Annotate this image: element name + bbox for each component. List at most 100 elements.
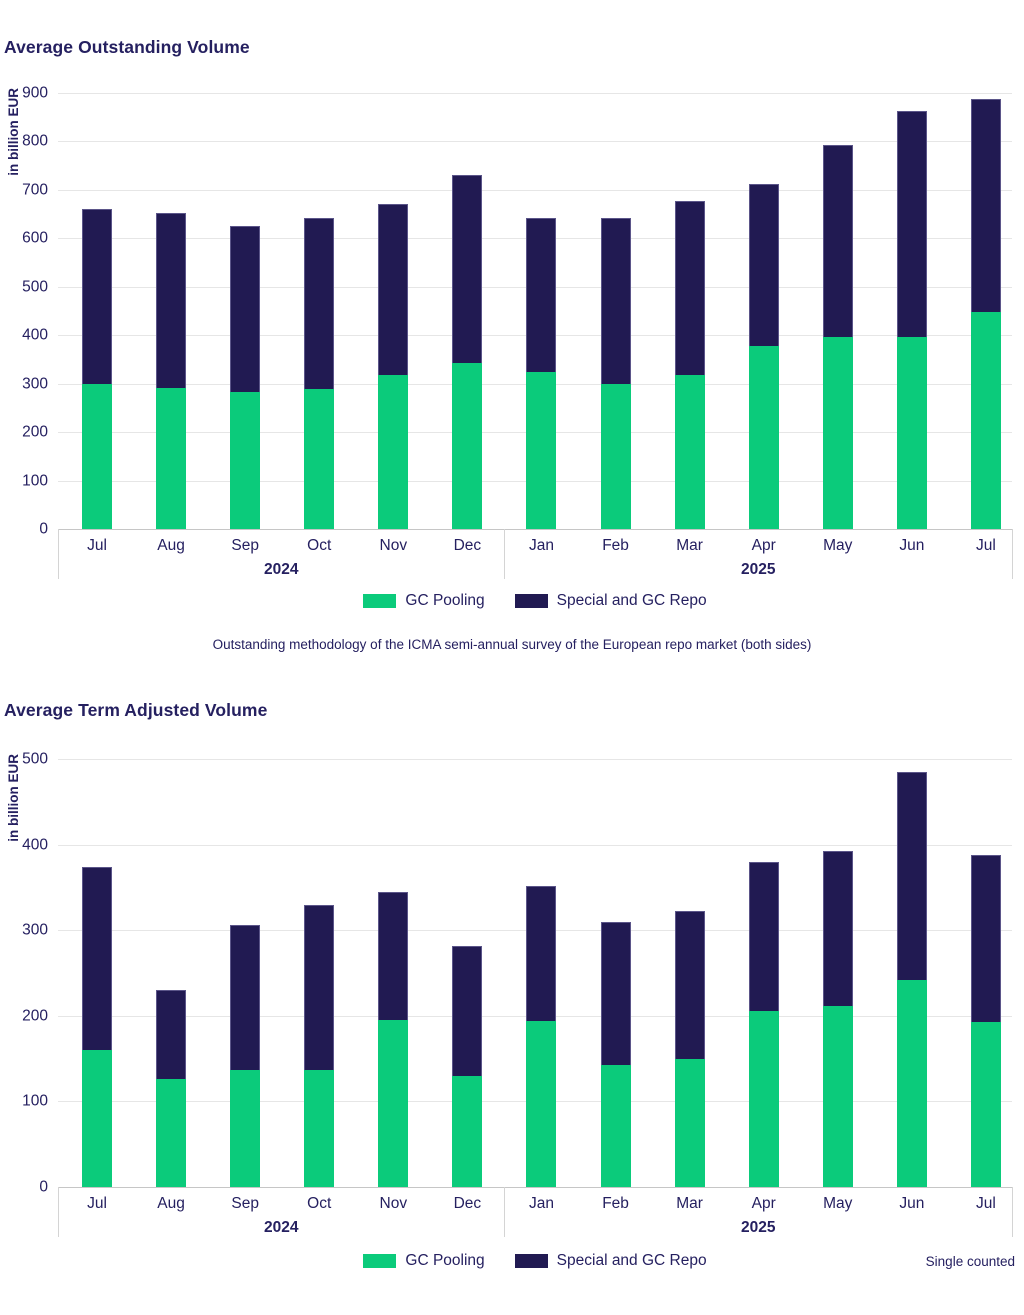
bar-may-10 xyxy=(822,144,853,529)
y-tick-label: 200 xyxy=(22,1007,48,1025)
bar-segment-special-repo xyxy=(526,885,557,1021)
bar-segment-special-repo xyxy=(600,217,631,384)
y-tick-label: 400 xyxy=(22,326,48,344)
y-tick-label: 300 xyxy=(22,374,48,392)
bar-jan-6 xyxy=(526,885,557,1187)
x-tick-label: Jun xyxy=(899,1195,925,1212)
x-tick-label: Apr xyxy=(751,1195,776,1212)
year-label: 2024 xyxy=(263,1219,299,1236)
axis-group-separator xyxy=(1012,1187,1013,1237)
methodology-caption: Outstanding methodology of the ICMA semi… xyxy=(212,637,812,652)
bar-segment-gc-pooling xyxy=(378,1020,409,1187)
year-label: 2024 xyxy=(263,561,299,578)
year-label: 2025 xyxy=(740,1219,776,1236)
y-tick-label: 500 xyxy=(22,278,48,296)
bar-segment-special-repo xyxy=(304,217,335,389)
x-tick-label: Jul xyxy=(87,537,107,554)
y-tick-label: 600 xyxy=(22,229,48,247)
bar-segment-gc-pooling xyxy=(822,1005,853,1187)
bar-segment-special-repo xyxy=(82,866,112,1051)
bar-jul-12 xyxy=(970,854,1001,1187)
bar-segment-special-repo xyxy=(896,771,927,980)
bar-jul-0 xyxy=(82,209,112,529)
bar-apr-9 xyxy=(748,861,779,1187)
bar-feb-7 xyxy=(600,921,631,1187)
legend-label-special-repo: Special and GC Repo xyxy=(556,592,707,609)
y-tick-label: 400 xyxy=(22,835,48,853)
bar-feb-7 xyxy=(600,217,631,529)
bar-may-10 xyxy=(822,851,853,1187)
bar-segment-gc-pooling xyxy=(526,371,557,529)
bar-segment-special-repo xyxy=(156,990,187,1080)
bar-segment-gc-pooling xyxy=(896,337,927,529)
bar-segment-special-repo xyxy=(970,98,1001,312)
legend-label-gc-pooling: GC Pooling xyxy=(405,592,485,609)
legend-item-gc-pooling: GC Pooling xyxy=(363,1252,485,1270)
y-tick-label: 700 xyxy=(22,181,48,199)
y-tick-label: 0 xyxy=(39,1178,48,1196)
y-tick-label: 100 xyxy=(22,471,48,489)
x-tick-label: Oct xyxy=(307,1195,332,1212)
legend-label-gc-pooling: GC Pooling xyxy=(405,1252,485,1269)
x-tick-label: Feb xyxy=(602,537,629,554)
bar-segment-special-repo xyxy=(748,183,779,346)
y-tick-label: 500 xyxy=(22,750,48,768)
x-tick-label: Sep xyxy=(231,537,259,554)
axis-group-separator xyxy=(1012,529,1013,579)
y-axis-label: in billion EUR xyxy=(6,88,21,176)
bar-segment-special-repo xyxy=(230,225,261,393)
axis-group-separator xyxy=(504,1187,506,1237)
y-tick-label: 100 xyxy=(22,1092,48,1110)
x-tick-label: Oct xyxy=(307,537,332,554)
bar-segment-special-repo xyxy=(822,851,853,1006)
axis-group-separator xyxy=(504,529,506,579)
y-tick-label: 800 xyxy=(22,132,48,150)
bar-segment-gc-pooling xyxy=(674,374,705,529)
bar-segment-special-repo xyxy=(896,111,927,338)
x-axis: Jul Aug Sep Oct Nov Dec Jan Feb Mar Apr May Jun Jul 2… xyxy=(58,529,1013,581)
x-tick-label: Nov xyxy=(379,1195,408,1212)
x-tick-label: Dec xyxy=(453,1195,482,1212)
bar-segment-special-repo xyxy=(304,905,335,1070)
bar-segment-special-repo xyxy=(748,861,779,1011)
bar-oct-3 xyxy=(304,217,335,529)
bar-segment-special-repo xyxy=(674,200,705,375)
x-tick-label: Jul xyxy=(976,537,996,554)
x-tick-label: May xyxy=(823,537,853,554)
bar-nov-4 xyxy=(378,204,409,529)
bar-segment-gc-pooling xyxy=(304,1069,335,1187)
x-tick-label: Jan xyxy=(528,537,554,554)
bar-segment-special-repo xyxy=(156,213,187,388)
bar-segment-gc-pooling xyxy=(822,337,853,529)
bar-apr-9 xyxy=(748,183,779,529)
bar-jul-12 xyxy=(970,98,1001,529)
gridline xyxy=(58,189,1012,191)
x-tick-label: Feb xyxy=(602,1195,629,1212)
special-repo-swatch xyxy=(514,1254,548,1268)
y-tick-label: 0 xyxy=(39,520,48,538)
gc-pooling-swatch xyxy=(363,1254,397,1268)
bar-segment-gc-pooling xyxy=(600,1064,631,1187)
bar-segment-special-repo xyxy=(82,209,112,384)
axis-group-separator xyxy=(58,1187,59,1237)
bar-segment-gc-pooling xyxy=(748,345,779,529)
bar-segment-gc-pooling xyxy=(230,392,261,529)
x-tick-label: Aug xyxy=(157,537,185,554)
x-tick-label: Jan xyxy=(528,1195,554,1212)
gridline xyxy=(58,141,1012,143)
x-tick-label: Sep xyxy=(231,1195,259,1212)
x-tick-label: Jun xyxy=(899,537,925,554)
y-tick-label: 200 xyxy=(22,423,48,441)
x-tick-label: Dec xyxy=(453,537,482,554)
gridline xyxy=(58,759,1012,760)
x-axis: Jul Aug Sep Oct Nov Dec Jan Feb Mar Apr May Jun Jul 2… xyxy=(58,1187,1013,1239)
bar-segment-gc-pooling xyxy=(896,979,927,1187)
bar-sep-2 xyxy=(230,925,261,1187)
bar-segment-gc-pooling xyxy=(230,1069,261,1187)
y-tick-label: 300 xyxy=(22,921,48,939)
legend-item-special-repo: Special and GC Repo xyxy=(514,1252,707,1270)
bar-segment-gc-pooling xyxy=(156,387,187,529)
chart-title: Average Outstanding Volume xyxy=(4,37,250,57)
bar-segment-special-repo xyxy=(822,144,853,338)
special-repo-swatch xyxy=(514,594,548,608)
